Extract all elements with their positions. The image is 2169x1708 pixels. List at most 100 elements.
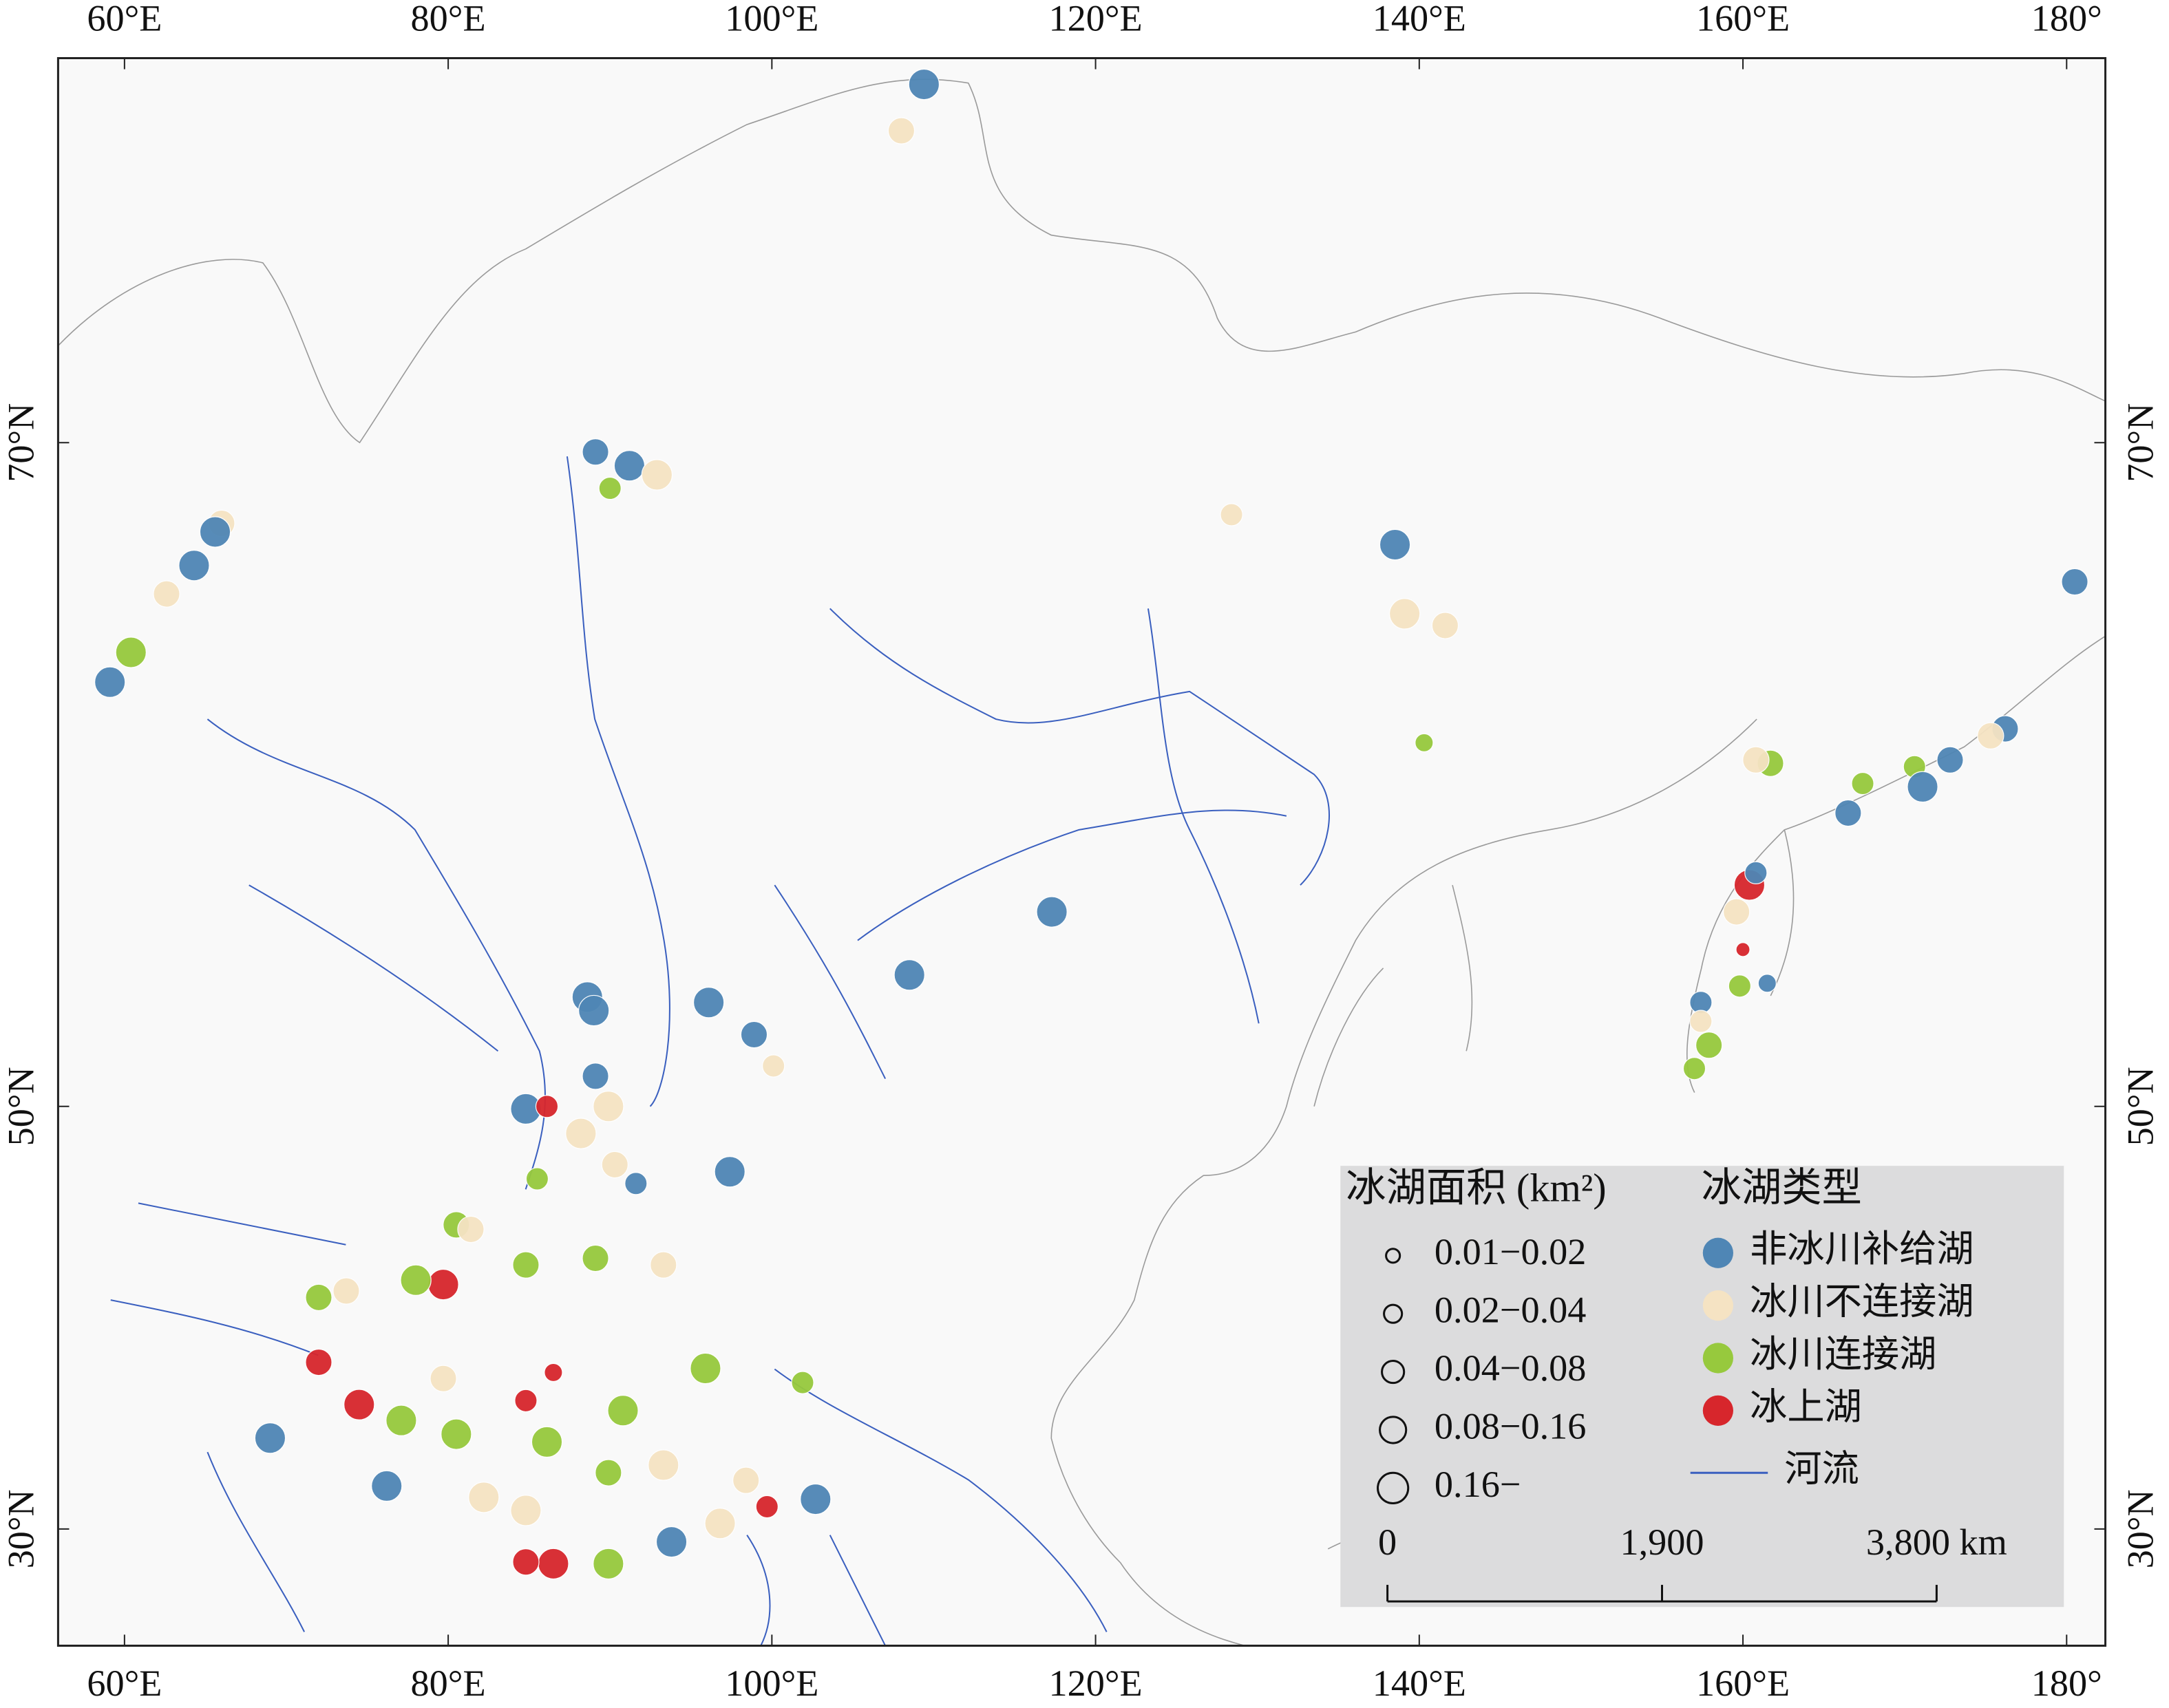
lake [512, 1251, 540, 1279]
lake [468, 1482, 500, 1513]
lake [1220, 503, 1243, 526]
lake [1728, 974, 1752, 998]
lake [655, 1526, 688, 1558]
lake [1379, 529, 1411, 561]
lake [535, 1095, 559, 1118]
lake [732, 1466, 760, 1494]
scale-bar-label: 1,900 [1620, 1522, 1704, 1563]
lake [400, 1264, 432, 1296]
lake [650, 1251, 677, 1279]
size-legend-symbol [1377, 1471, 1410, 1504]
lake [1682, 1057, 1706, 1080]
type-legend-label: 冰川不连接湖 [1750, 1281, 1974, 1323]
lake [538, 1548, 569, 1580]
lake [893, 959, 925, 991]
lat-tick-label: 50°N [1, 1067, 42, 1146]
lon-tick-label: 160°E [1696, 1663, 1790, 1704]
lon-tick-label: 180° [2031, 1663, 2102, 1704]
type-legend-symbol [1702, 1395, 1733, 1426]
lake [199, 516, 231, 548]
lake [648, 1449, 679, 1481]
size-legend-label: 0.08−0.16 [1435, 1405, 1586, 1447]
lake [624, 1172, 648, 1195]
size-legend-symbol [1381, 1359, 1406, 1385]
size-legend-symbol [1379, 1416, 1408, 1444]
lake [1936, 746, 1964, 773]
size-legend-label: 0.04−0.08 [1435, 1347, 1586, 1389]
lake [1388, 598, 1421, 630]
scale-bar-label: 3,800 km [1866, 1522, 2007, 1563]
legend: 冰湖面积 (km²) 冰湖类型 河流 0.01−0.02 0.02−0.04 0.0… [1346, 1166, 2007, 1603]
lake [115, 637, 147, 668]
lon-tick-label: 140°E [1373, 1663, 1466, 1704]
size-legend-symbol [1383, 1303, 1404, 1324]
lon-tick-label: 180° [2031, 0, 2102, 39]
lake [371, 1470, 403, 1502]
legend-box [1340, 1166, 2064, 1608]
lake [178, 550, 210, 581]
type-legend-symbol [1702, 1237, 1733, 1268]
lon-tick-label: 140°E [1373, 0, 1466, 39]
lake [791, 1371, 814, 1394]
lake [457, 1215, 485, 1243]
lake [565, 1118, 597, 1149]
lake [908, 68, 940, 100]
lake [692, 987, 725, 1018]
lake [598, 476, 622, 500]
lake [755, 1495, 779, 1519]
lake [254, 1422, 286, 1454]
lake [332, 1277, 360, 1305]
lake [343, 1389, 375, 1420]
lake [531, 1426, 563, 1458]
lake [578, 994, 610, 1027]
type-legend-symbol [1702, 1290, 1733, 1321]
lake [1695, 1032, 1723, 1059]
lake [441, 1418, 472, 1450]
lake [593, 1091, 624, 1122]
type-legend-title: 冰湖类型 [1702, 1166, 1862, 1210]
lake [525, 1167, 549, 1191]
lake [1722, 898, 1750, 926]
type-legend-label: 冰川连接湖 [1750, 1334, 1936, 1375]
lake [512, 1548, 540, 1576]
lat-tick-label: 50°N [2119, 1067, 2161, 1146]
lake [613, 450, 646, 482]
lake [1742, 746, 1770, 773]
lat-tick-label: 70°N [1, 403, 42, 482]
lake [887, 117, 916, 145]
lake [153, 580, 180, 608]
lake [94, 666, 126, 698]
lat-tick-label: 30°N [1, 1489, 42, 1568]
lake [641, 459, 673, 491]
lake [1907, 771, 1938, 803]
lake [1415, 733, 1434, 753]
lat-tick-label: 30°N [2119, 1489, 2161, 1568]
lake [593, 1548, 624, 1580]
lat-tick-label: 70°N [2119, 403, 2161, 482]
lake [1757, 974, 1777, 993]
lake [582, 438, 609, 466]
lon-tick-label: 120°E [1048, 1663, 1142, 1704]
lon-tick-label: 160°E [1696, 0, 1790, 39]
river-legend-label: 河流 [1784, 1449, 1859, 1490]
lake [2061, 568, 2088, 596]
lake [607, 1395, 639, 1427]
lake [1834, 799, 1862, 827]
type-legend-symbol [1702, 1343, 1733, 1374]
lon-tick-label: 120°E [1048, 0, 1142, 39]
lake [1689, 1010, 1713, 1033]
lake [690, 1352, 721, 1385]
lake [1744, 861, 1768, 885]
lake [1851, 771, 1874, 796]
type-legend-label: 非冰川补给湖 [1750, 1228, 1974, 1270]
type-legend-label: 冰上湖 [1750, 1386, 1862, 1427]
lon-tick-label: 60°E [87, 0, 162, 39]
size-legend-label: 0.02−0.04 [1435, 1290, 1586, 1331]
size-legend-label: 0.01−0.02 [1435, 1231, 1586, 1272]
lake [544, 1363, 563, 1383]
lake [595, 1459, 622, 1486]
size-legend-title: 冰湖面积 (km²) [1346, 1166, 1606, 1210]
lon-tick-label: 80°E [411, 1663, 486, 1704]
